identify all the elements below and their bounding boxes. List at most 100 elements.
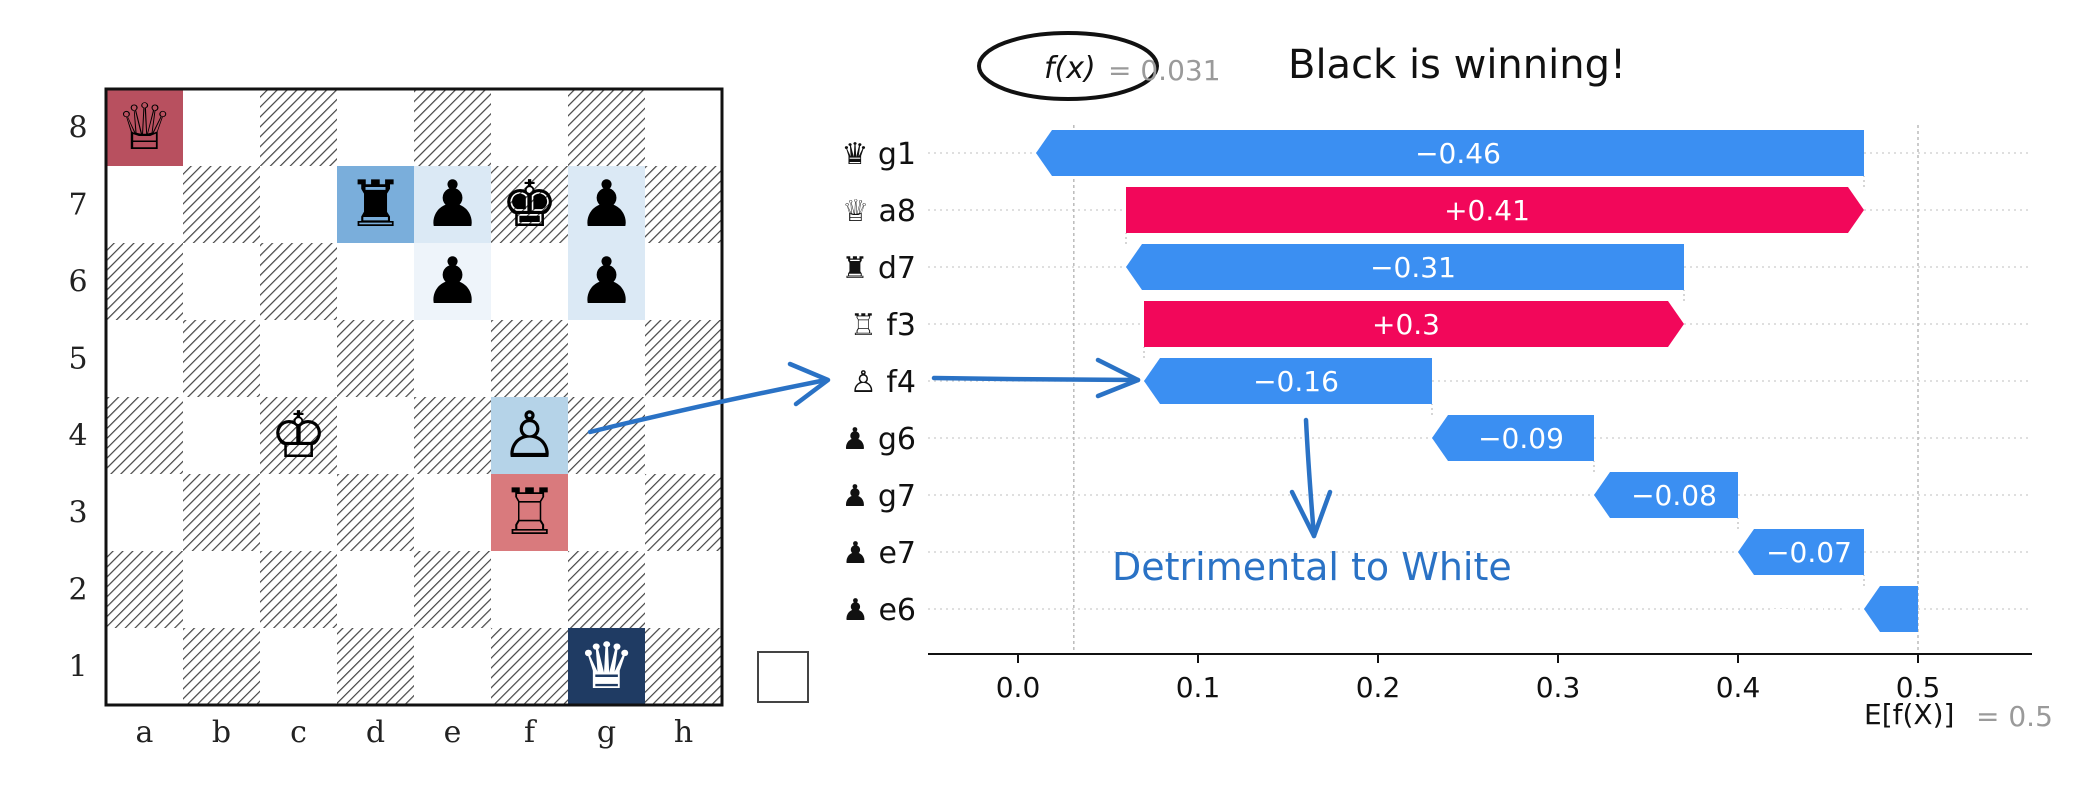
board-pieces: ♕♜ ♟ ♚ ♟♟ ♟♔ ♙♖♛ <box>116 91 635 704</box>
square-b2 <box>183 551 260 628</box>
square-f5 <box>491 320 568 397</box>
side-to-move-box <box>757 651 809 703</box>
bar-4 <box>1144 358 1432 404</box>
square-a5 <box>106 320 183 397</box>
square-highlights <box>106 89 645 705</box>
square-h5 <box>645 320 722 397</box>
square-c7 <box>260 166 337 243</box>
square-f6 <box>491 243 568 320</box>
feature-label-1: ♕ a8 <box>842 194 916 229</box>
bar-label-2: −0.31 <box>1370 251 1456 284</box>
rank-label-1: 1 <box>68 650 87 685</box>
verdict-text: Black is winning! <box>1288 42 1626 88</box>
highlight-e6 <box>414 243 491 320</box>
bar-2 <box>1126 244 1684 290</box>
rank-label-3: 3 <box>68 496 87 531</box>
x-tick-label-0: 0.0 <box>996 671 1041 704</box>
file-label-g: g <box>597 715 616 750</box>
bar-value-labels: −0.46 +0.41 −0.31 +0.3 −0.16 −0.09 −0.08 −0.07 −… <box>1253 137 1854 626</box>
square-g4 <box>568 397 645 474</box>
piece-e7: ♟ <box>424 168 481 242</box>
square-d3 <box>337 474 414 551</box>
square-b8 <box>183 89 260 166</box>
fx-label: f(x) <box>1044 51 1096 86</box>
feature-label-7: ♟ e7 <box>842 536 916 571</box>
file-label-h: h <box>674 715 693 750</box>
detrimental-text: Detrimental to White <box>1112 545 1512 589</box>
square-h6 <box>645 243 722 320</box>
fx-ellipse <box>977 31 1159 101</box>
square-c5 <box>260 320 337 397</box>
file-label-f: f <box>524 715 537 750</box>
file-label-b: b <box>212 715 231 750</box>
bar-label-3: +0.3 <box>1372 308 1440 341</box>
feature-label-4: ♙ f4 <box>850 365 916 400</box>
x-tick-label-5: 0.5 <box>1896 671 1941 704</box>
feature-label-2: ♜ d7 <box>841 251 916 286</box>
square-b4 <box>183 397 260 474</box>
file-labels: a b c d e f g h <box>136 715 694 750</box>
file-label-a: a <box>136 715 154 750</box>
highlight-f4 <box>491 397 568 474</box>
expected-value-annotation: E[f(X)] = 0.5 <box>1864 698 2053 733</box>
file-label-d: d <box>366 715 385 750</box>
square-f7 <box>491 166 568 243</box>
piece-g6: ♟ <box>578 245 635 319</box>
expected-value: = 0.5 <box>1976 700 2053 733</box>
piece-f7: ♚ <box>501 168 558 242</box>
x-tick-label-3: 0.3 <box>1536 671 1581 704</box>
feature-labels: ♛ g1 ♕ a8 ♜ d7 ♖ f3 ♙ f4 ♟ g6 ♟ g7 ♟ e7 ♟ e6 <box>841 137 916 628</box>
rank-label-5: 5 <box>68 342 87 377</box>
expected-label: E[f(X)] <box>1864 698 1954 731</box>
waterfall-chart: −0.46 +0.41 −0.31 +0.3 −0.16 −0.09 −0.08 −0.07 −… <box>841 125 2032 704</box>
bar-3 <box>1144 301 1684 347</box>
square-h1 <box>645 628 722 705</box>
square-b3 <box>183 474 260 551</box>
highlight-d7 <box>337 166 414 243</box>
bar-label-4: −0.16 <box>1253 365 1339 398</box>
board-to-label-arrow <box>587 361 831 435</box>
piece-f4: ♙ <box>501 399 558 473</box>
bar-connectors <box>1125 176 1865 586</box>
square-a4 <box>106 397 183 474</box>
piece-g7: ♟ <box>578 168 635 242</box>
square-c6 <box>260 243 337 320</box>
bar-label-8: −0.03 <box>1768 593 1854 626</box>
bar-6 <box>1594 472 1738 518</box>
square-g3 <box>568 474 645 551</box>
rank-label-6: 6 <box>68 265 87 300</box>
feature-label-5: ♟ g6 <box>841 422 916 457</box>
square-a7 <box>106 166 183 243</box>
square-e5 <box>414 320 491 397</box>
highlight-f3 <box>491 474 568 551</box>
square-b6 <box>183 243 260 320</box>
piece-d7: ♜ <box>347 168 404 242</box>
square-c3 <box>260 474 337 551</box>
label-to-bar-arrow <box>931 357 1141 399</box>
rank-labels: 8 7 6 5 4 3 2 1 <box>68 111 87 685</box>
feature-label-6: ♟ g7 <box>841 479 916 514</box>
square-g2 <box>568 551 645 628</box>
square-d4 <box>337 397 414 474</box>
bar-8 <box>1864 586 1918 632</box>
square-g8 <box>568 89 645 166</box>
square-a3 <box>106 474 183 551</box>
waterfall-bars <box>1036 130 1918 632</box>
square-g5 <box>568 320 645 397</box>
square-d6 <box>337 243 414 320</box>
square-c4 <box>260 397 337 474</box>
square-f8 <box>491 89 568 166</box>
highlight-g1 <box>568 628 645 705</box>
square-b1 <box>183 628 260 705</box>
feature-label-0: ♛ g1 <box>841 137 916 172</box>
bar-1 <box>1126 187 1864 233</box>
highlight-g6 <box>568 243 645 320</box>
square-e4 <box>414 397 491 474</box>
square-f1 <box>491 628 568 705</box>
fx-value: = 0.031 <box>1108 54 1221 87</box>
highlight-a8 <box>106 89 183 166</box>
square-d2 <box>337 551 414 628</box>
bar-label-0: −0.46 <box>1415 137 1501 170</box>
